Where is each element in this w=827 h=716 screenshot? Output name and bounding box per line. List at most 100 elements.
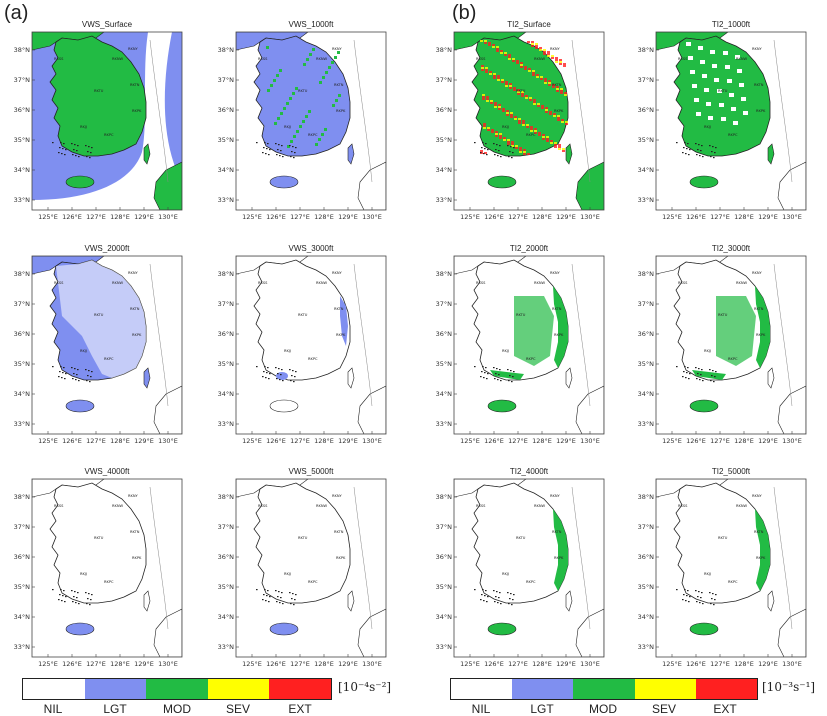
map-title: TI2_Surface (507, 20, 551, 29)
station-label: RKNY (332, 47, 343, 51)
map-title: TI2_4000ft (509, 467, 549, 476)
station-label: RKSS (678, 281, 688, 285)
map-vws-5000: RKSS RKNW RKTU RKJJ RKPK RKPC RKNY RKTN 38°N 37°N… (218, 478, 387, 668)
lat-tick-label: 38°N (638, 46, 655, 54)
map-title: VWS_4000ft (84, 467, 130, 476)
station-label: RKSS (54, 504, 64, 508)
station-label: RKTU (94, 313, 104, 317)
lon-tick-label: 125°E (242, 437, 262, 445)
station-label: RKPK (336, 556, 346, 560)
legend-label-mod: MOD (163, 702, 191, 716)
lon-tick-label: 126°E (686, 437, 706, 445)
map-title: TI2_3000ft (711, 244, 751, 253)
station-label: RKNW (534, 504, 546, 508)
lat-tick-label: 37°N (638, 523, 655, 531)
station-label: RKTN (754, 83, 764, 87)
station-label: RKNW (534, 57, 546, 61)
lon-tick-label: 129°E (338, 213, 358, 221)
lon-tick-label: 129°E (758, 213, 778, 221)
lon-tick-label: 128°E (532, 213, 552, 221)
station-label: RKJJ (284, 125, 291, 129)
lon-tick-label: 127°E (508, 213, 528, 221)
lon-tick-label: 127°E (86, 437, 106, 445)
legend-label-ext: EXT (713, 702, 737, 716)
lat-tick-label: 35°N (436, 360, 453, 368)
station-label: RKPK (756, 109, 766, 113)
lon-tick-label: 128°E (734, 660, 754, 668)
legend-swatch-lgt (84, 679, 147, 699)
station-label: RKTU (718, 89, 728, 93)
lon-tick-label: 126°E (484, 213, 504, 221)
lat-tick-label: 34°N (436, 166, 453, 174)
station-label: RKNW (736, 281, 748, 285)
lat-tick-label: 34°N (218, 613, 235, 621)
lon-tick-label: 126°E (686, 213, 706, 221)
station-label: RKTU (94, 536, 104, 540)
lat-tick-label: 36°N (436, 553, 453, 561)
panel-label-b: (b) (452, 2, 477, 24)
lat-tick-label: 35°N (218, 583, 235, 591)
lat-tick-label: 38°N (436, 493, 453, 501)
station-label: RKNY (752, 494, 763, 498)
lat-tick-label: 34°N (638, 390, 655, 398)
station-label: RKTU (516, 536, 526, 540)
lat-tick-label: 34°N (638, 613, 655, 621)
station-label: RKNW (316, 504, 328, 508)
station-label: RKSS (54, 281, 64, 285)
legend-unit-vws: [10⁻⁴s⁻²] (338, 680, 392, 694)
lon-tick-label: 126°E (686, 660, 706, 668)
station-label: RKNY (550, 271, 561, 275)
station-label: RKNY (128, 494, 139, 498)
station-label: RKJJ (704, 349, 711, 353)
station-label: RKTU (298, 89, 308, 93)
station-label: RKPK (554, 109, 564, 113)
station-label: RKPC (308, 580, 318, 584)
legend-label-nil: NIL (43, 702, 63, 716)
lon-tick-label: 130°E (782, 437, 802, 445)
station-label: RKTU (516, 89, 526, 93)
lon-tick-label: 125°E (460, 437, 480, 445)
station-label: RKPC (526, 580, 536, 584)
lon-tick-label: 125°E (662, 437, 682, 445)
lat-tick-label: 38°N (436, 46, 453, 54)
legend-swatch-ext (269, 679, 331, 699)
lat-tick-label: 33°N (638, 420, 655, 428)
lon-tick-label: 130°E (580, 437, 600, 445)
lat-tick-label: 33°N (218, 420, 235, 428)
station-label: RKNW (112, 504, 124, 508)
map-ti2-1000: RKSS RKNW RKTU RKJJ RKPK RKPC RKNY RKTN 38°N 37°N… (638, 31, 807, 221)
lat-tick-label: 37°N (436, 76, 453, 84)
map-vws-4000: RKSS RKNW RKTU RKJJ RKPK RKPC RKNY RKTN 38°N 37°N… (14, 478, 183, 668)
lat-tick-label: 36°N (638, 330, 655, 338)
station-label: RKPK (336, 333, 346, 337)
lat-tick-label: 38°N (218, 493, 235, 501)
lon-tick-label: 127°E (290, 660, 310, 668)
lon-tick-label: 130°E (362, 437, 382, 445)
station-label: RKJJ (80, 572, 87, 576)
lat-tick-label: 33°N (218, 643, 235, 651)
lon-tick-label: 130°E (782, 660, 802, 668)
station-label: RKPK (554, 556, 564, 560)
lat-tick-label: 36°N (638, 553, 655, 561)
station-label: RKJJ (80, 125, 87, 129)
lat-tick-label: 33°N (218, 196, 235, 204)
lat-tick-label: 35°N (218, 360, 235, 368)
lon-tick-label: 127°E (710, 660, 730, 668)
lon-tick-label: 128°E (734, 213, 754, 221)
map-vws-2000: RKSS RKNW RKTU RKJJ RKPK RKPC RKNY RKTN 38°N 37°N… (14, 255, 183, 445)
lon-tick-label: 129°E (758, 660, 778, 668)
lat-tick-label: 37°N (436, 523, 453, 531)
lat-tick-label: 36°N (436, 106, 453, 114)
station-label: RKPK (336, 109, 346, 113)
lat-tick-label: 35°N (638, 360, 655, 368)
lon-tick-label: 127°E (86, 660, 106, 668)
panel-label-a: (a) (4, 2, 29, 24)
station-label: RKTU (298, 536, 308, 540)
lat-tick-label: 33°N (638, 196, 655, 204)
station-label: RKJJ (704, 125, 711, 129)
lat-tick-label: 38°N (638, 270, 655, 278)
station-label: RKPC (728, 580, 738, 584)
station-label: RKSS (678, 504, 688, 508)
lon-tick-label: 130°E (362, 660, 382, 668)
station-label: RKJJ (284, 349, 291, 353)
